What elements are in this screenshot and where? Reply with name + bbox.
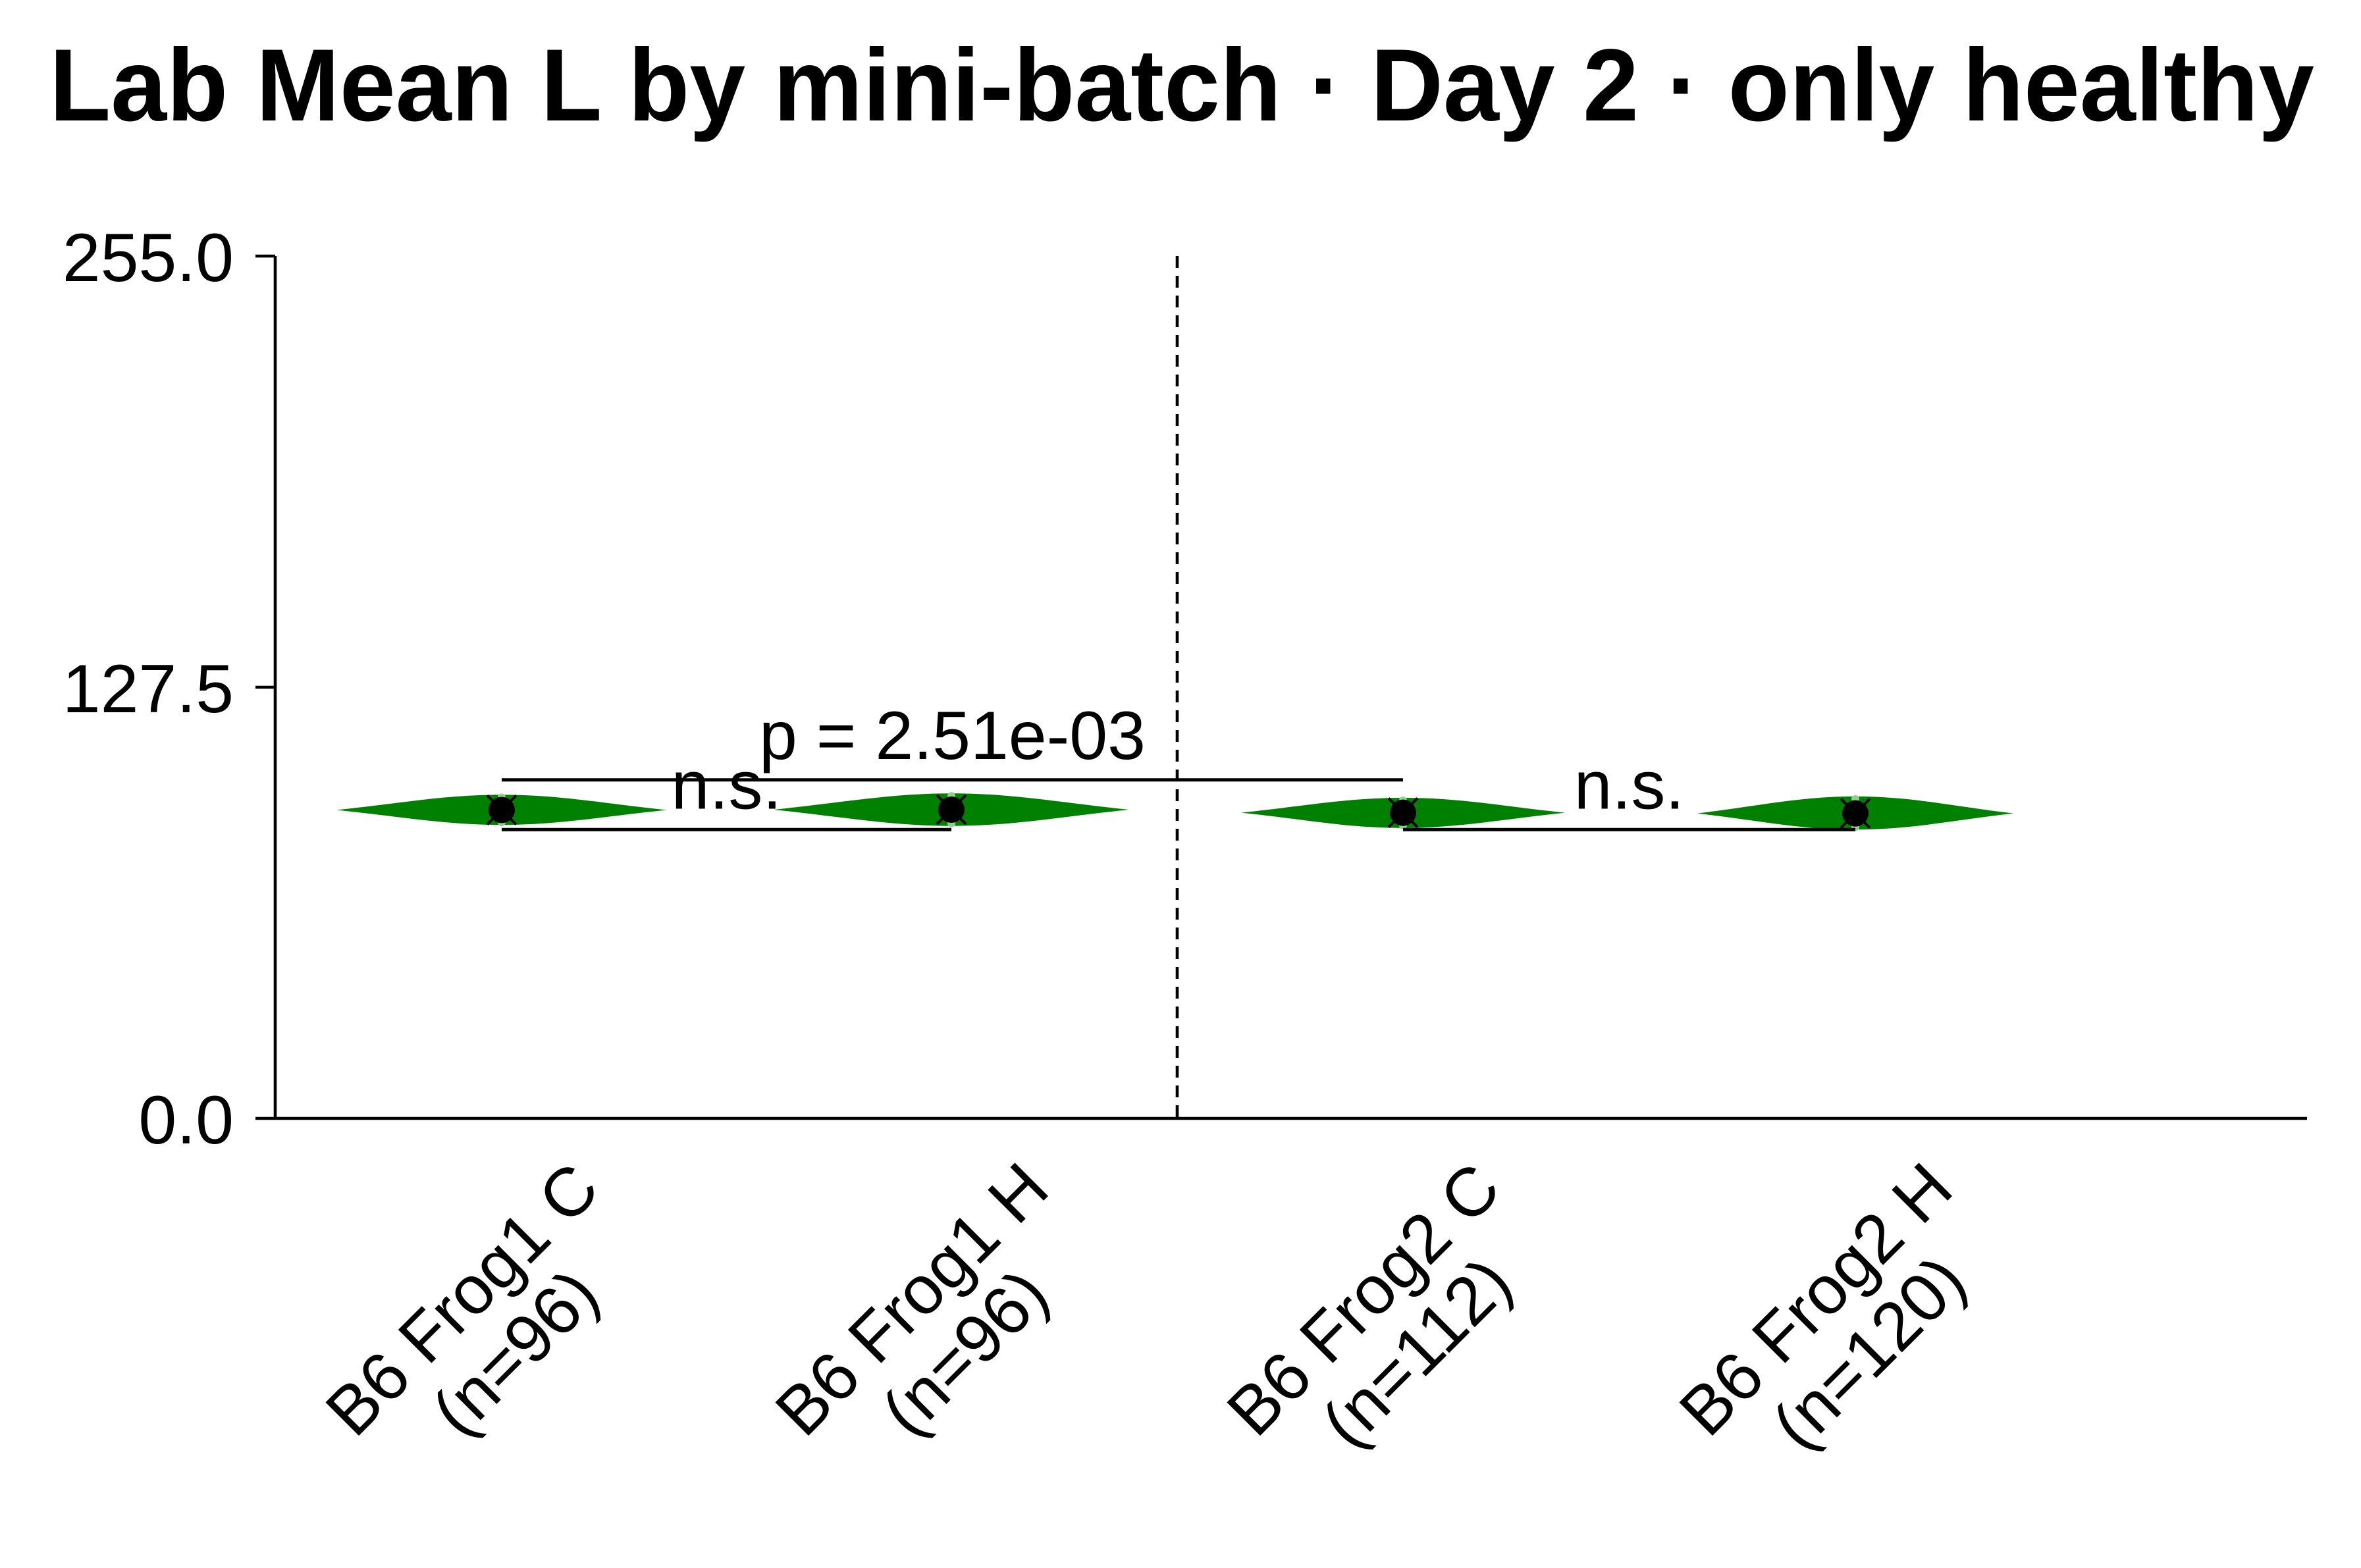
chart-title: Lab Mean L by mini-batch · Day 2 · only … xyxy=(49,28,2314,143)
mean-cross-b6-frog1-c xyxy=(486,795,517,825)
comparison-label: n.s. xyxy=(672,747,782,823)
comparison-label: p = 2.51e-03 xyxy=(759,698,1146,774)
y-tick-label: 0.0 xyxy=(138,1082,234,1159)
mean-cross-b6-frog1-h xyxy=(936,794,967,825)
comparison-label: n.s. xyxy=(1574,747,1685,823)
y-tick-label: 127.5 xyxy=(63,651,234,727)
mean-cross-b6-frog2-c xyxy=(1387,797,1419,829)
mean-cross-b6-frog2-h xyxy=(1840,798,1871,829)
y-tick-label: 255.0 xyxy=(63,220,234,296)
